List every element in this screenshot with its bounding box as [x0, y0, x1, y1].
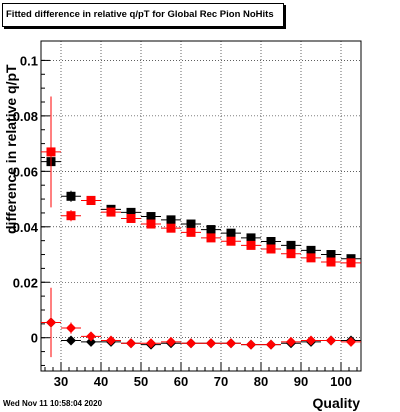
- data-point: [186, 338, 196, 349]
- data-point: [266, 244, 276, 254]
- series-2: [41, 96, 361, 268]
- data-point: [46, 317, 56, 328]
- data-point: [266, 339, 276, 350]
- y-tick-label: 0.08: [13, 109, 38, 124]
- data-point: [146, 338, 156, 349]
- data-point: [246, 339, 256, 350]
- data-point: [226, 236, 236, 246]
- data-point: [206, 225, 216, 235]
- data-point: [206, 233, 216, 243]
- x-tick-label: 30: [54, 374, 68, 389]
- x-tick-label: 100: [330, 374, 352, 389]
- x-axis-label: Quality: [312, 395, 360, 411]
- y-tick-label: 0.06: [13, 164, 38, 179]
- data-marks: [41, 96, 361, 358]
- data-point: [286, 249, 296, 259]
- data-point: [266, 236, 276, 246]
- data-point: [286, 336, 296, 347]
- y-tick-label: 0.1: [20, 53, 38, 68]
- date-stamp: Wed Nov 11 10:58:04 2020: [3, 399, 103, 408]
- data-point: [126, 338, 136, 349]
- x-tick-label: 40: [94, 374, 108, 389]
- data-point: [126, 213, 136, 223]
- data-point: [306, 335, 316, 346]
- data-point: [326, 250, 336, 260]
- data-point: [346, 258, 356, 268]
- series-1: [41, 150, 361, 264]
- series-3: [41, 316, 361, 350]
- data-point: [66, 211, 76, 221]
- axis-ticks: 30 40 50 60 70 80 90 100 0 0.02 0.04 0.06 0.08 0.1: [13, 53, 358, 389]
- x-tick-label: 60: [174, 374, 188, 389]
- x-tick-label: 80: [254, 374, 268, 389]
- data-point: [106, 335, 116, 346]
- data-point: [246, 240, 256, 250]
- data-point: [146, 212, 156, 222]
- data-point: [206, 338, 216, 349]
- data-point: [286, 240, 296, 250]
- data-point: [326, 335, 336, 346]
- data-point: [86, 336, 96, 347]
- series-4: [41, 287, 361, 358]
- y-tick-label: 0.04: [13, 220, 39, 235]
- chart-title: Fitted difference in relative q/pT for G…: [2, 3, 284, 27]
- y-tick-label: 0.02: [13, 275, 38, 290]
- data-point: [246, 233, 256, 243]
- data-point: [186, 227, 196, 237]
- x-tick-label: 50: [134, 374, 148, 389]
- data-point: [106, 207, 116, 217]
- data-point: [46, 147, 56, 157]
- data-point: [66, 323, 76, 334]
- data-point: [66, 191, 76, 201]
- data-point: [126, 207, 136, 217]
- data-point: [186, 219, 196, 229]
- data-point: [146, 219, 156, 229]
- data-point: [306, 253, 316, 263]
- plot-frame: [40, 40, 362, 372]
- data-point: [86, 195, 96, 205]
- data-point: [166, 215, 176, 225]
- data-point: [226, 338, 236, 349]
- x-tick-label: 90: [294, 374, 308, 389]
- data-point: [306, 245, 316, 255]
- data-point: [166, 336, 176, 347]
- data-point: [326, 257, 336, 267]
- y-tick-label: 0: [31, 331, 38, 346]
- data-point: [226, 228, 236, 238]
- grid: [41, 41, 361, 371]
- data-point: [346, 336, 356, 347]
- data-point: [86, 331, 96, 342]
- y-axis-label: difference in relative q/pT: [3, 64, 19, 234]
- data-point: [66, 335, 76, 346]
- x-tick-label: 70: [214, 374, 228, 389]
- data-point: [166, 223, 176, 233]
